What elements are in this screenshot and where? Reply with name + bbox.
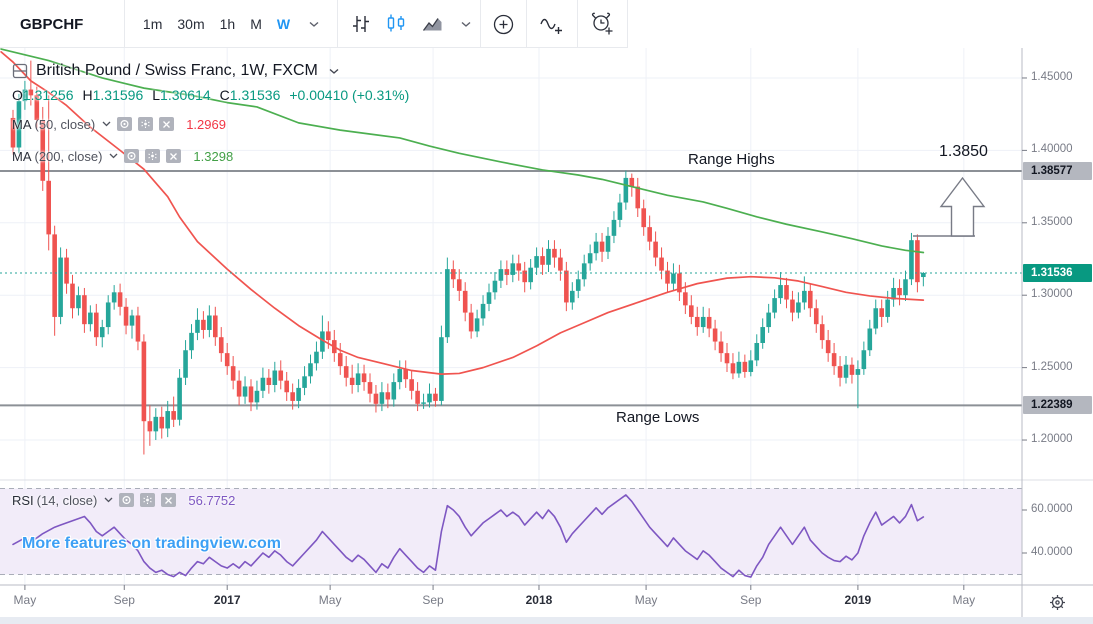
price-tick-label: 1.30000 — [1031, 288, 1073, 301]
gear-icon[interactable] — [145, 149, 161, 163]
symbol-search-button[interactable]: GBPCHF — [0, 0, 125, 48]
rsi-name[interactable]: RSI — [12, 492, 34, 508]
close-icon[interactable] — [161, 493, 177, 507]
ma200-params: (200, close) — [34, 148, 103, 164]
time-tick-label: Sep — [113, 593, 135, 607]
open-label: O — [12, 87, 23, 103]
interval-button-1h[interactable]: 1h — [219, 16, 236, 32]
time-tick-label: 2017 — [213, 593, 241, 607]
watchlist-grid-icon[interactable] — [12, 63, 29, 80]
close-icon[interactable] — [159, 117, 175, 131]
range-lows-label[interactable]: Range Lows — [616, 409, 700, 426]
ma50-name[interactable]: MA — [12, 116, 32, 132]
target-price-label[interactable]: 1.3850 — [939, 143, 988, 160]
interval-button-W[interactable]: W — [276, 16, 291, 32]
low-label: L — [152, 87, 161, 103]
interval-button-M[interactable]: M — [250, 16, 262, 32]
close-icon[interactable] — [166, 149, 182, 163]
time-tick-label: May — [13, 593, 37, 607]
ohlc-row: O 1.31256 H 1.31596 L 1.30614 C 1.31536 +0.0… — [12, 86, 409, 104]
high-value: 1.31596 — [92, 87, 144, 103]
time-tick-label: May — [634, 593, 658, 607]
ma200-name[interactable]: MA — [12, 148, 32, 164]
gear-icon[interactable] — [140, 493, 156, 507]
chevron-down-icon[interactable] — [329, 68, 339, 75]
visibility-icon[interactable] — [119, 493, 135, 507]
chevron-down-icon[interactable] — [461, 21, 471, 28]
price-axis[interactable]: 1.45000 1.40000 1.35000 1.30000 1.25000 1.200… — [1022, 0, 1093, 624]
area-icon[interactable] — [420, 11, 445, 37]
rsi-row: RSI (14, close) 56.7752 — [12, 491, 235, 509]
ma50-params: (50, close) — [34, 116, 96, 132]
indicator-squiggle-plus-icon[interactable] — [538, 11, 566, 38]
top-toolbar: GBPCHF 1m 30m 1h M W — [0, 0, 1093, 48]
price-tick-label: 1.25000 — [1031, 360, 1073, 373]
chevron-down-icon[interactable] — [102, 121, 111, 127]
interval-button-30m[interactable]: 30m — [177, 16, 205, 32]
gear-icon[interactable] — [138, 117, 154, 131]
price-tick-label: 1.40000 — [1031, 143, 1073, 156]
price-tick-label: 1.35000 — [1031, 215, 1073, 228]
watermark-link[interactable]: More features on tradingview.com — [22, 535, 282, 552]
chevron-down-icon[interactable] — [309, 21, 319, 28]
low-value: 1.30614 — [160, 87, 211, 103]
close-value: 1.31536 — [229, 87, 281, 103]
visibility-icon[interactable] — [117, 117, 133, 131]
symbol-name: GBPCHF — [20, 15, 84, 33]
time-tick-label: 2019 — [844, 593, 872, 607]
change-value: +0.00410 (+0.31%) — [289, 87, 410, 103]
rsi-params: (14, close) — [36, 492, 98, 508]
time-tick-label: Sep — [422, 593, 444, 607]
open-value: 1.31256 — [22, 87, 74, 103]
level-price-badge: 1.22389 — [1023, 396, 1092, 415]
chevron-down-icon[interactable] — [104, 497, 113, 503]
close-label: C — [219, 87, 230, 103]
interval-button-1m[interactable]: 1m — [142, 16, 163, 32]
compare-group — [481, 0, 527, 48]
rsi-legend: RSI (14, close) 56.7752 — [12, 491, 235, 523]
time-tick-label: 2018 — [525, 593, 553, 607]
price-tick-label: 1.45000 — [1031, 70, 1073, 83]
range-highs-label[interactable]: Range Highs — [688, 151, 775, 168]
time-tick-label: Sep — [740, 593, 762, 607]
rsi-tick-label: 60.0000 — [1031, 502, 1073, 515]
settings-gear-button[interactable] — [1040, 589, 1074, 615]
rsi-tick-label: 40.0000 — [1031, 546, 1073, 558]
time-tick-label: May — [952, 593, 976, 607]
ma50-row: MA (50, close) 1.2969 — [12, 115, 409, 133]
chevron-down-icon[interactable] — [109, 153, 118, 159]
rsi-value: 56.7752 — [188, 492, 236, 508]
indicators-group — [527, 0, 578, 48]
interval-buttons: 1m 30m 1h M W — [143, 16, 290, 32]
high-label: H — [82, 87, 93, 103]
ma200-row: MA (200, close) 1.3298 — [12, 147, 409, 165]
alerts-group — [578, 0, 628, 48]
time-tick-label: May — [318, 593, 342, 607]
alert-alarm-clock-plus-icon[interactable] — [589, 10, 617, 38]
price-tick-label: 1.20000 — [1031, 433, 1073, 446]
visibility-icon[interactable] — [124, 149, 140, 163]
level-price-badge: 1.38577 — [1023, 161, 1092, 180]
ma200-value: 1.3298 — [193, 148, 234, 164]
chart-type-group — [338, 0, 481, 48]
symbol-title[interactable]: British Pound / Swiss Franc, 1W, FXCM — [36, 62, 318, 79]
bottom-strip — [0, 617, 1093, 624]
ma50-value: 1.2969 — [186, 116, 226, 132]
toolbar-border — [0, 47, 628, 48]
compare-plus-circle-icon[interactable] — [490, 11, 517, 38]
time-axis[interactable]: May Sep 2017 May Sep 2018 May Sep 2019 May — [0, 585, 1022, 617]
last-price-badge: 1.31536 — [1023, 263, 1092, 282]
bars-icon[interactable] — [348, 11, 372, 37]
interval-group: 1m 30m 1h M W — [125, 0, 338, 48]
candles-icon[interactable] — [384, 11, 408, 37]
